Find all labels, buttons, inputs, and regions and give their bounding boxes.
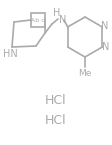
Text: Me: Me [78, 68, 92, 77]
Text: N: N [102, 42, 109, 52]
Text: HCl: HCl [45, 114, 67, 126]
Text: HN: HN [3, 49, 17, 59]
Text: N: N [59, 15, 67, 25]
FancyBboxPatch shape [31, 13, 45, 27]
Text: H: H [53, 8, 61, 18]
Text: Ab c: Ab c [31, 18, 45, 22]
Text: N: N [101, 21, 108, 31]
Text: HCl: HCl [45, 94, 67, 106]
